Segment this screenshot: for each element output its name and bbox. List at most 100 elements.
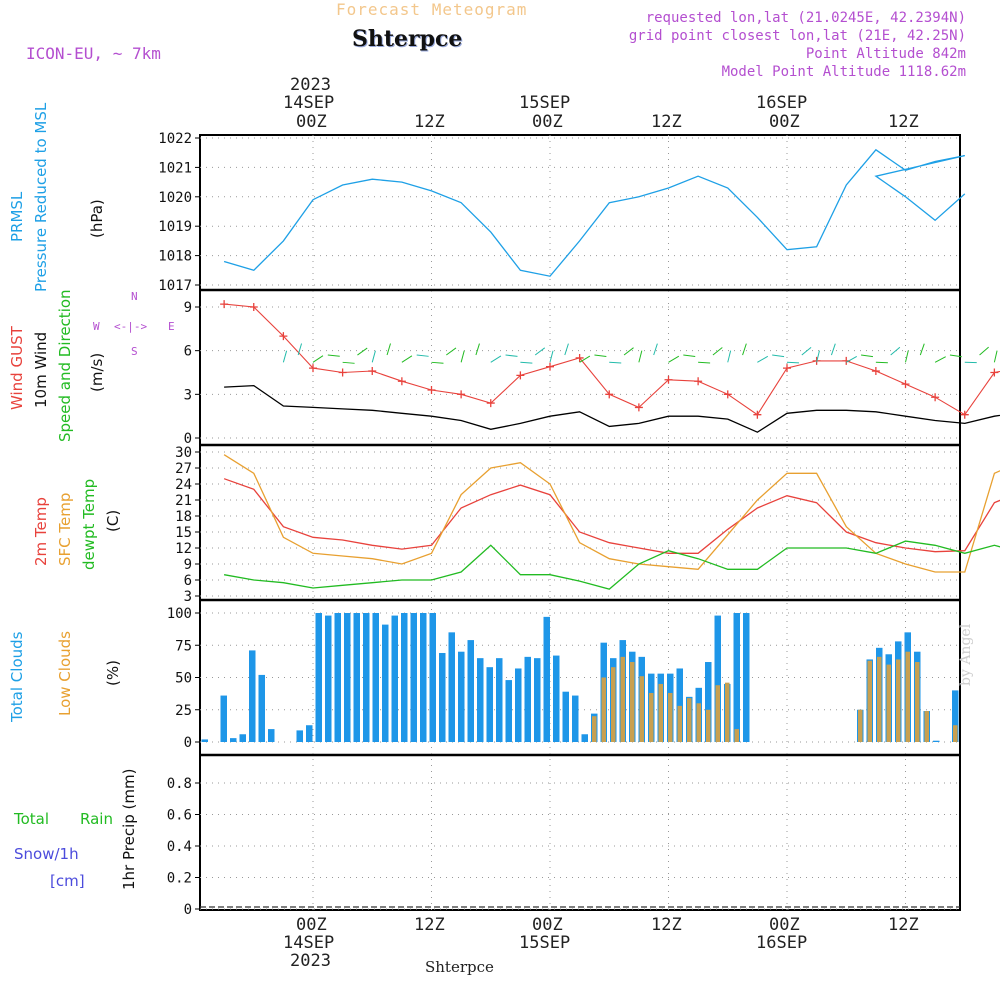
total-clouds-bar	[249, 650, 256, 742]
gust-marker	[960, 410, 969, 419]
gust-marker	[457, 390, 466, 399]
gust-marker	[338, 368, 347, 377]
wind-direction-arrow	[594, 354, 607, 357]
bottom-hour-label: 00Z	[296, 915, 327, 935]
bottom-day-label: 16SEP	[756, 933, 808, 953]
low-clouds-bar	[677, 705, 682, 742]
y-tick-label: 3	[184, 387, 192, 403]
wind-direction-label: Speed and Direction	[56, 289, 74, 442]
bottom-hour-label: 00Z	[769, 915, 800, 935]
gust-marker	[694, 377, 703, 386]
compass-e: E	[168, 320, 175, 333]
total-clouds-bar	[705, 662, 712, 742]
t2m-label: 2m Temp	[32, 497, 50, 566]
wind-direction-arrow	[830, 343, 836, 356]
pressure-line	[223, 148, 966, 277]
bottom-day-label: 14SEP	[283, 933, 335, 953]
total-clouds-bar	[676, 668, 683, 742]
wind-direction-arrow	[638, 350, 643, 363]
y-tick-label: 6	[184, 344, 192, 360]
gust-marker	[605, 390, 614, 399]
total-clouds-bar	[334, 613, 341, 742]
total-clouds-bar	[505, 680, 512, 742]
y-tick-label: 75	[175, 638, 192, 654]
total-clouds-bar	[268, 729, 275, 742]
wind-direction-arrow	[653, 343, 658, 356]
compass-w: W	[93, 320, 100, 333]
low-clouds-bar	[915, 662, 920, 742]
wind-direction-arrow	[534, 347, 546, 356]
y-tick-label: 1017	[158, 278, 192, 294]
total-clouds-bar	[391, 615, 398, 742]
gust-marker	[931, 393, 940, 402]
y-tick-label: 30	[175, 445, 192, 461]
low-clouds-bar	[725, 682, 730, 742]
y-tick-label: 24	[175, 477, 192, 493]
gust-marker	[575, 353, 584, 362]
total-clouds-bar	[429, 613, 436, 742]
total-clouds-bar	[353, 613, 360, 742]
total-clouds-bar	[239, 734, 246, 742]
top-hour-label: 00Z	[296, 112, 327, 132]
wind-direction-arrow	[727, 350, 732, 363]
temp-unit: (C)	[104, 509, 122, 532]
gust-marker	[901, 380, 910, 389]
total-clouds-bar	[534, 658, 541, 742]
compass-s: S	[131, 345, 138, 358]
wind-direction-arrow	[919, 343, 925, 356]
low-clouds-bar	[630, 662, 635, 742]
low-clouds-bar	[639, 676, 644, 742]
gust-marker	[753, 410, 762, 419]
model-altitude: Model Point Altitude 1118.62m	[721, 64, 966, 80]
top-year-label: 2023	[290, 75, 331, 95]
gust-marker	[516, 371, 525, 380]
total-clouds-bar	[230, 738, 237, 742]
gust-marker	[723, 390, 732, 399]
bottom-hour-label: 12Z	[414, 915, 445, 935]
top-hour-label: 00Z	[769, 112, 800, 132]
low-clouds-bar	[706, 709, 711, 742]
total-clouds-bar	[448, 632, 455, 742]
tsfc-label: SFC Temp	[56, 492, 74, 566]
wind-unit: (m/s)	[88, 352, 106, 392]
total-clouds-bar	[496, 658, 503, 742]
y-tick-label: 6	[184, 573, 192, 589]
total-clouds-bar	[410, 613, 417, 742]
compass-arrow: <-|->	[114, 320, 148, 333]
plot-frame	[199, 134, 961, 911]
low-clouds-bar	[953, 725, 958, 742]
y-tick-label: 0.2	[167, 871, 192, 887]
y-tick-label: 1022	[158, 131, 192, 147]
wind-direction-arrow	[712, 347, 723, 356]
wind-direction-arrow	[609, 361, 622, 364]
wind-direction-arrow	[564, 343, 569, 356]
y-tick-label: 25	[175, 703, 192, 719]
y-tick-label: 12	[175, 541, 192, 557]
gust-marker	[990, 368, 999, 377]
bottom-day-label: 15SEP	[519, 933, 571, 953]
total-clouds-bar	[315, 613, 322, 742]
wind-direction-arrow	[742, 343, 747, 356]
low-clouds-label: Low Clouds	[56, 631, 74, 716]
total-clouds-bar	[382, 624, 389, 742]
y-tick-label: 0	[184, 902, 192, 918]
wind-direction-arrow	[934, 356, 946, 363]
pressure-label: PRMSL	[8, 191, 26, 242]
gust-line	[224, 303, 1000, 416]
chart-subtitle: Forecast Meteogram	[336, 0, 528, 19]
y-tick-label: 18	[175, 509, 192, 525]
dewpt-line	[223, 540, 1000, 590]
total-clouds-bar	[553, 655, 560, 742]
wind-speed-line	[224, 384, 1000, 433]
wind-direction-arrow	[623, 347, 634, 356]
requested-coords: requested lon,lat (21.0245E, 42.2394N)	[645, 10, 966, 26]
gust-marker	[279, 332, 288, 341]
low-clouds-bar	[886, 664, 891, 742]
bottom-year-label: 2023	[290, 951, 331, 971]
model-label: ICON-EU, ~ 7km	[26, 44, 161, 63]
total-clouds-bar	[543, 616, 550, 742]
y-tick-label: 100	[167, 606, 192, 622]
total-clouds-bar	[363, 613, 370, 742]
low-clouds-bar	[601, 677, 606, 742]
wind-direction-arrow	[342, 361, 355, 364]
